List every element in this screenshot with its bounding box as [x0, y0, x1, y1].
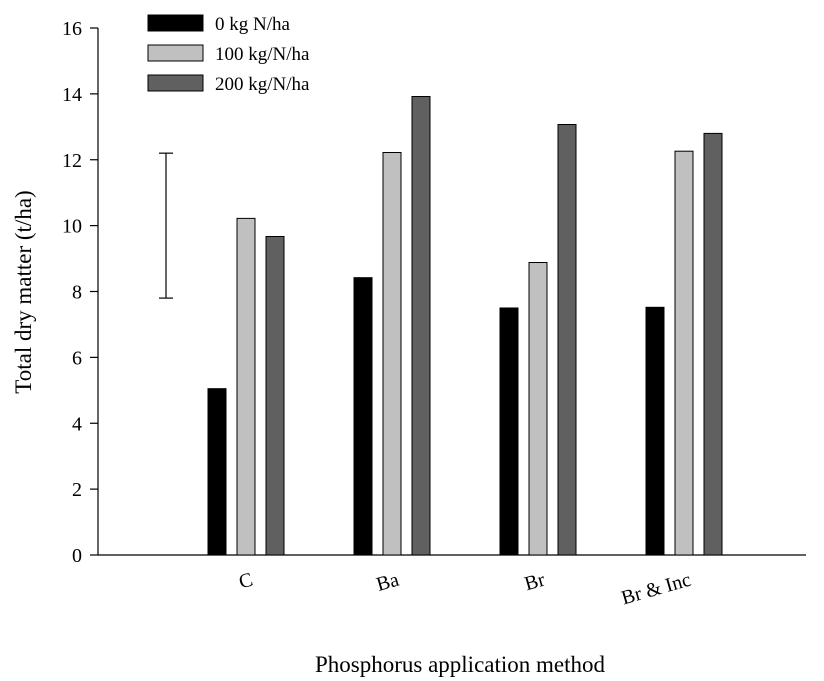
- legend-swatch: [147, 74, 204, 92]
- legend-swatch: [147, 44, 204, 62]
- bar: [207, 388, 227, 556]
- y-tick-label: 12: [62, 150, 82, 172]
- bar: [236, 217, 256, 556]
- x-tick-label: Ba: [374, 569, 402, 596]
- x-tick-label: C: [236, 569, 255, 594]
- legend-label: 100 kg/N/ha: [215, 44, 310, 65]
- y-tick-label: 6: [72, 347, 82, 369]
- x-axis-title: Phosphorus application method: [315, 652, 606, 677]
- x-tick-label: Br: [522, 569, 548, 596]
- y-tick-label: 16: [62, 18, 82, 40]
- y-axis: 0 2 4 6 8 10 12 14 16: [62, 18, 99, 567]
- bar: [703, 132, 723, 556]
- bar: [557, 124, 577, 556]
- y-axis-title: Total dry matter (t/ha): [11, 190, 36, 393]
- y-tick-label: 4: [72, 413, 82, 435]
- x-axis: C Ba Br Br & Inc: [98, 554, 806, 610]
- y-tick-label: 10: [62, 216, 82, 238]
- bar: [411, 96, 431, 556]
- legend: 0 kg N/ha 100 kg/N/ha 200 kg/N/ha: [147, 14, 310, 95]
- legend-label: 0 kg N/ha: [215, 14, 291, 35]
- y-tick-label: 2: [72, 479, 82, 501]
- legend-swatch: [147, 14, 204, 32]
- legend-label: 200 kg/N/ha: [215, 74, 310, 95]
- bar: [499, 307, 519, 556]
- y-tick-label: 14: [62, 84, 82, 106]
- bar: [645, 306, 665, 556]
- y-tick-label: 8: [72, 282, 82, 304]
- bars: [207, 96, 723, 556]
- bar: [528, 262, 548, 556]
- bar: [382, 152, 402, 556]
- bar: [674, 150, 694, 556]
- bar: [265, 235, 285, 556]
- y-tick-label: 0: [72, 545, 82, 567]
- x-tick-label: Br & Inc: [619, 569, 694, 610]
- bar: [353, 277, 373, 556]
- error-bar: [159, 152, 173, 299]
